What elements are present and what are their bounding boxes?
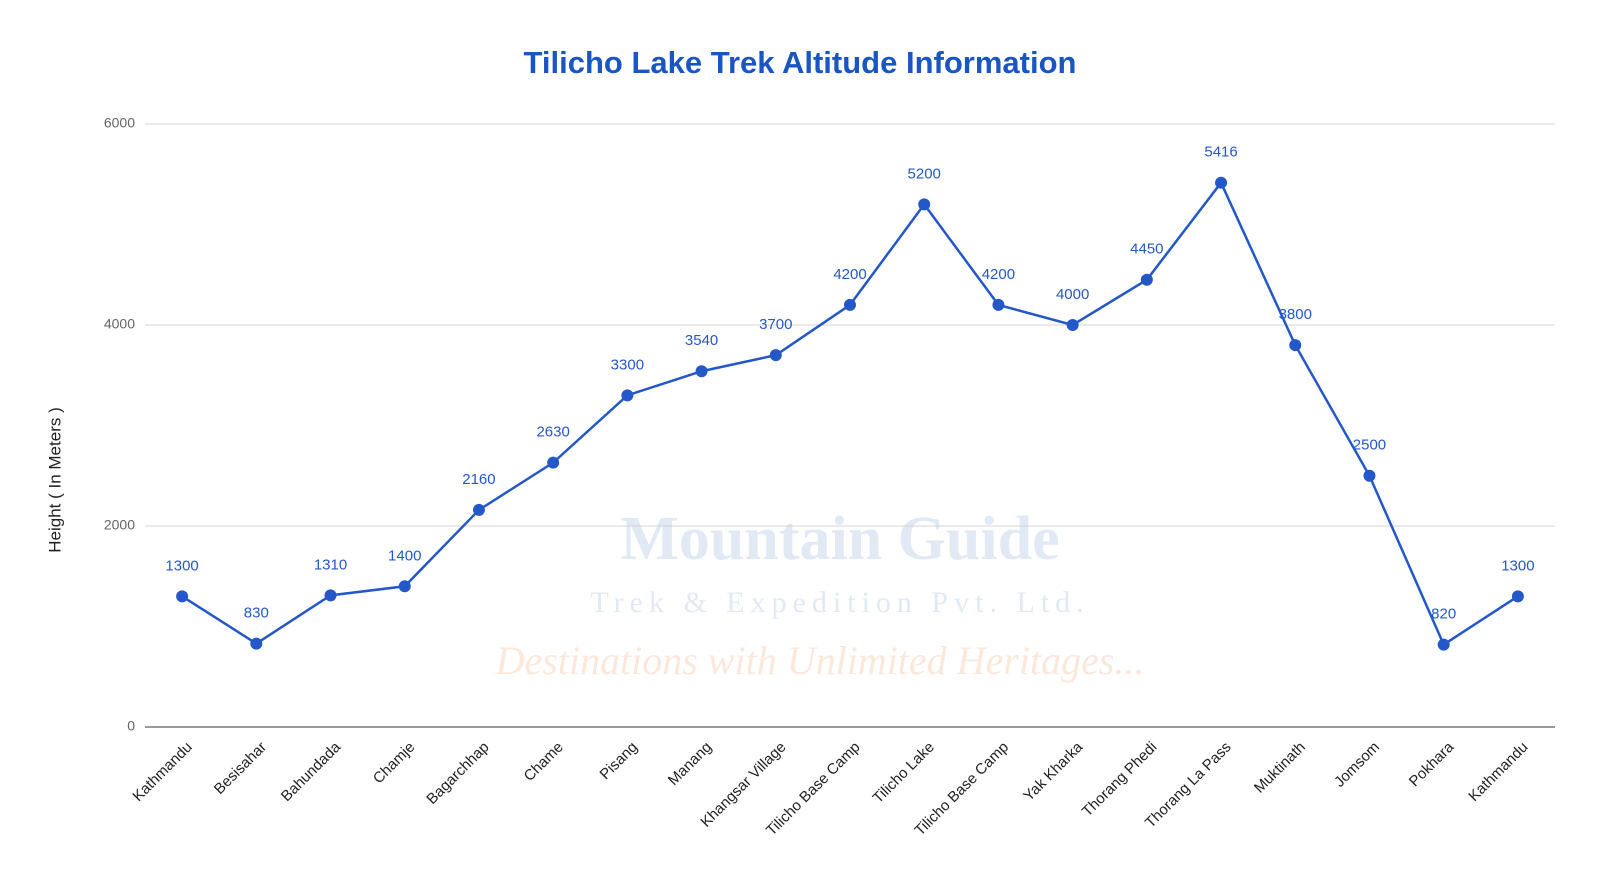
watermark-text: Trek & Expedition Pvt. Ltd.: [590, 586, 1089, 619]
x-tick-label: Yak Kharka: [1020, 738, 1087, 805]
data-label: 3700: [759, 316, 792, 333]
y-tick-label: 2000: [104, 517, 135, 533]
line: [181, 180, 1519, 647]
x-tick-label: Bagarchhap: [423, 739, 492, 808]
data-label: 5200: [908, 165, 941, 182]
data-label: 4200: [833, 266, 866, 283]
x-tick-label: Manang: [665, 739, 715, 789]
data-point: [992, 298, 1005, 311]
data-label: 2160: [462, 471, 495, 488]
data-label: 2500: [1353, 437, 1386, 454]
data-point: [844, 298, 856, 311]
x-tick-label: Besisahar: [211, 739, 270, 798]
y-tick-label: 0: [127, 718, 135, 734]
data-point: [324, 589, 337, 602]
data-label: 3800: [1279, 306, 1312, 323]
x-tick-label: Thorang Phedi: [1079, 739, 1161, 821]
data-label: 2630: [536, 424, 569, 441]
data-label: 1400: [388, 547, 421, 564]
chart-title: Tilicho Lake Trek Altitude Information: [524, 45, 1077, 80]
data-point: [398, 580, 411, 593]
data-label: 3540: [685, 332, 718, 349]
data-point: [1140, 273, 1153, 286]
data-point: [918, 198, 931, 211]
x-tick-label: Pisang: [597, 739, 641, 783]
data-label: 4450: [1130, 241, 1163, 258]
watermark-text: Destinations with Unlimited Heritages...: [495, 638, 1145, 683]
data-label: 4200: [982, 266, 1015, 283]
x-tick-label: Bahundada: [278, 738, 345, 805]
data-point: [1437, 638, 1450, 651]
x-tick-label: Muktinath: [1251, 739, 1309, 797]
data-point: [695, 365, 708, 378]
data-point: [621, 389, 634, 402]
data-label: 830: [244, 605, 269, 622]
data-label: 1300: [165, 557, 198, 574]
data-label: 1310: [314, 556, 347, 573]
data-label: 820: [1431, 606, 1456, 623]
data-point: [769, 349, 782, 362]
watermark-text: Mountain Guide: [620, 505, 1059, 573]
x-tick-label: Pokhara: [1406, 738, 1458, 790]
data-point: [1215, 176, 1228, 189]
x-tick-label: Tilicho Lake: [870, 739, 938, 807]
x-tick-label: Chamje: [370, 739, 419, 788]
data-label: 4000: [1056, 286, 1089, 303]
x-tick-label: Kathmandu: [1465, 739, 1531, 805]
y-tick-label: 4000: [104, 316, 135, 332]
x-tick-label: Kathmandu: [129, 739, 195, 805]
data-point: [1066, 319, 1079, 331]
data-label: 1300: [1501, 557, 1534, 574]
data-point: [1363, 469, 1376, 482]
data-point: [250, 637, 263, 650]
data-point: [547, 456, 560, 469]
data-point: [176, 590, 189, 603]
data-label: 5416: [1204, 144, 1237, 161]
data-point: [1289, 339, 1302, 352]
data-point: [1511, 590, 1524, 603]
data-label: 3300: [611, 356, 644, 373]
x-tick-label: Chame: [521, 739, 567, 785]
x-tick-label: Jomsom: [1331, 739, 1383, 791]
data-point: [472, 503, 485, 516]
y-tick-label: 6000: [104, 115, 135, 131]
y-axis-label: Height ( In Meters ): [45, 407, 64, 553]
